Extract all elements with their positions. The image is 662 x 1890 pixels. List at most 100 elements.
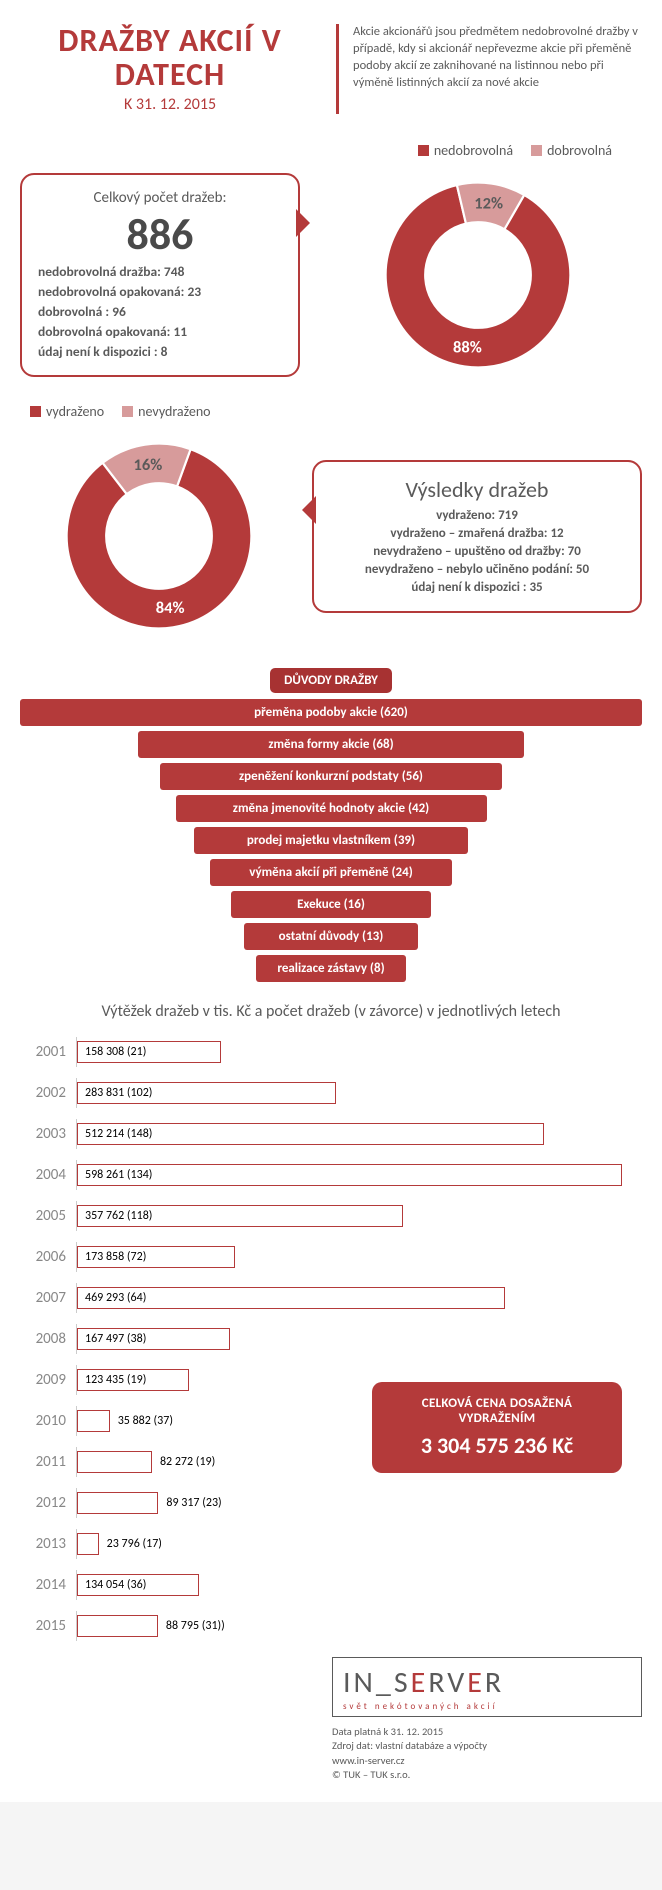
bar-fill [77,1410,110,1432]
footer: IN_SERVER svět nekótovaných akcií Data p… [20,1657,642,1782]
section-totals: Celkový počet dražeb: 886 nedobrovolná d… [20,165,642,385]
bar-track: 35 882 (37) [77,1410,642,1432]
bar-year: 2001 [20,1043,76,1061]
subtitle: K 31. 12. 2015 [20,95,320,114]
totals-title: Celkový počet dražeb: [38,189,282,207]
bar-row: 2015 88 795 (31)) [20,1611,642,1641]
funnel-row: přeměna podoby akcie (620) [20,699,642,726]
totals-line: nedobrovolná opakovaná: 23 [38,281,282,301]
footer-line: Data platná k 31. 12. 2015 [332,1725,642,1739]
bar-year: 2005 [20,1207,76,1225]
funnel-row: realizace zástavy (8) [256,955,405,982]
main-title: DRAŽBY AKCIÍ V DATECH [20,24,320,91]
bar-label: 173 858 (72) [77,1246,146,1268]
donut1-chart: 88%12% [368,165,588,385]
donut1-wrap: 88%12% [314,165,642,385]
legend-item: vydraženo [30,403,104,420]
bar-label: 88 795 (31)) [166,1615,225,1637]
bar-row: 2004598 261 (134) [20,1160,642,1190]
barchart-section: Výtěžek dražeb v tis. Kč a počet dražeb … [20,1002,642,1641]
bar-track: 89 317 (23) [77,1492,642,1514]
results-line: vydraženo: 719 [330,507,624,525]
bar-label: 82 272 (19) [160,1451,215,1473]
bar-fill [77,1533,99,1555]
legend-label: nevydraženo [138,403,210,420]
bar-track: 134 054 (36) [77,1574,642,1596]
footer-line: www.in-server.cz [332,1754,642,1768]
results-box: Výsledky dražeb vydraženo: 719vydraženo … [312,460,642,613]
legend-item: dobrovolná [531,142,612,159]
page-root: DRAŽBY AKCIÍ V DATECH K 31. 12. 2015 Akc… [0,0,662,1802]
bar-label: 469 293 (64) [77,1287,146,1309]
bar-track: 173 858 (72) [77,1246,642,1268]
section-results: 84%16% Výsledky dražeb vydraženo: 719vyd… [20,426,642,646]
results-line: nevydraženo – nebylo učiněno podání: 50 [330,561,624,579]
bar-track: 88 795 (31)) [77,1615,642,1637]
bar-year: 2002 [20,1084,76,1102]
legend-swatch [531,145,542,156]
bar-label: 89 317 (23) [166,1492,221,1514]
totals-line: dobrovolná : 96 [38,301,282,321]
bar-row: 2003512 214 (148) [20,1119,642,1149]
bar-year: 2008 [20,1330,76,1348]
funnel-row: ostatní důvody (13) [244,923,418,950]
bar-track: 512 214 (148) [77,1123,642,1145]
bar-year: 2004 [20,1166,76,1184]
bar-row: 201323 796 (17) [20,1529,642,1559]
totals-line: nedobrovolná dražba: 748 [38,261,282,281]
bar-fill [77,1492,158,1514]
footer-line: © TUK – TUK s.r.o. [332,1768,642,1782]
bar-track: 123 435 (19) [77,1369,642,1391]
logo-sub: svět nekótovaných akcií [343,1701,631,1712]
bar-label: 598 261 (134) [77,1164,152,1186]
legend-label: vydraženo [46,403,104,420]
funnel-row: zpeněžení konkurzní podstaty (56) [160,763,502,790]
results-line: nevydraženo – upuštěno od dražby: 70 [330,543,624,561]
barchart-title: Výtěžek dražeb v tis. Kč a počet dražeb … [20,1002,642,1021]
bar-row: 2009123 435 (19) [20,1365,642,1395]
bar-label: 23 796 (17) [107,1533,162,1555]
bar-label: 357 762 (118) [77,1205,152,1227]
bar-label: 35 882 (37) [118,1410,173,1432]
funnel-section: DŮVODY DRAŽBY přeměna podoby akcie (620)… [20,668,642,982]
bar-track: 357 762 (118) [77,1205,642,1227]
description: Akcie akcionářů jsou předmětem nedobrovo… [336,24,642,114]
bar-track: 23 796 (17) [77,1533,642,1555]
bar-fill [77,1615,158,1637]
bar-year: 2010 [20,1412,76,1430]
bar-row: 201182 272 (19) [20,1447,642,1477]
legend-item: nedobrovolná [418,142,513,159]
funnel-row: změna jmenovité hodnoty akcie (42) [176,795,487,822]
legend-item: nevydraženo [122,403,210,420]
bar-year: 2015 [20,1617,76,1635]
bar-row: 2007469 293 (64) [20,1283,642,1313]
bar-fill [77,1164,622,1186]
bar-row: 2010 35 882 (37) [20,1406,642,1436]
bar-year: 2003 [20,1125,76,1143]
bar-label: 283 831 (102) [77,1082,152,1104]
bar-track: 82 272 (19) [77,1451,642,1473]
bar-row: 2001158 308 (21) [20,1037,642,1067]
donut-slice-label: 16% [134,455,163,475]
title-block: DRAŽBY AKCIÍ V DATECH K 31. 12. 2015 [20,24,320,114]
logo-main: IN_SERVER [343,1664,631,1701]
footer-text: Data platná k 31. 12. 2015Zdroj dat: vla… [332,1725,642,1782]
results-title: Výsledky dražeb [330,476,624,503]
bar-year: 2012 [20,1494,76,1512]
bar-track: 469 293 (64) [77,1287,642,1309]
results-line: vydraženo – zmařená dražba: 12 [330,525,624,543]
donut2-wrap: 84%16% [20,426,298,646]
legend-swatch [418,145,429,156]
bar-label: 134 054 (36) [77,1574,146,1596]
totals-box: Celkový počet dražeb: 886 nedobrovolná d… [20,173,300,377]
bar-row: 2002283 831 (102) [20,1078,642,1108]
bar-year: 2009 [20,1371,76,1389]
donut-slice-label: 88% [453,338,482,358]
footer-line: Zdroj dat: vlastní databáze a výpočty [332,1739,642,1753]
bar-track: 167 497 (38) [77,1328,642,1350]
bar-row: 2014134 054 (36) [20,1570,642,1600]
bar-track: 158 308 (21) [77,1041,642,1063]
totals-line: údaj není k dispozici : 8 [38,341,282,361]
bar-track: 283 831 (102) [77,1082,642,1104]
donut2-chart: 84%16% [49,426,269,646]
